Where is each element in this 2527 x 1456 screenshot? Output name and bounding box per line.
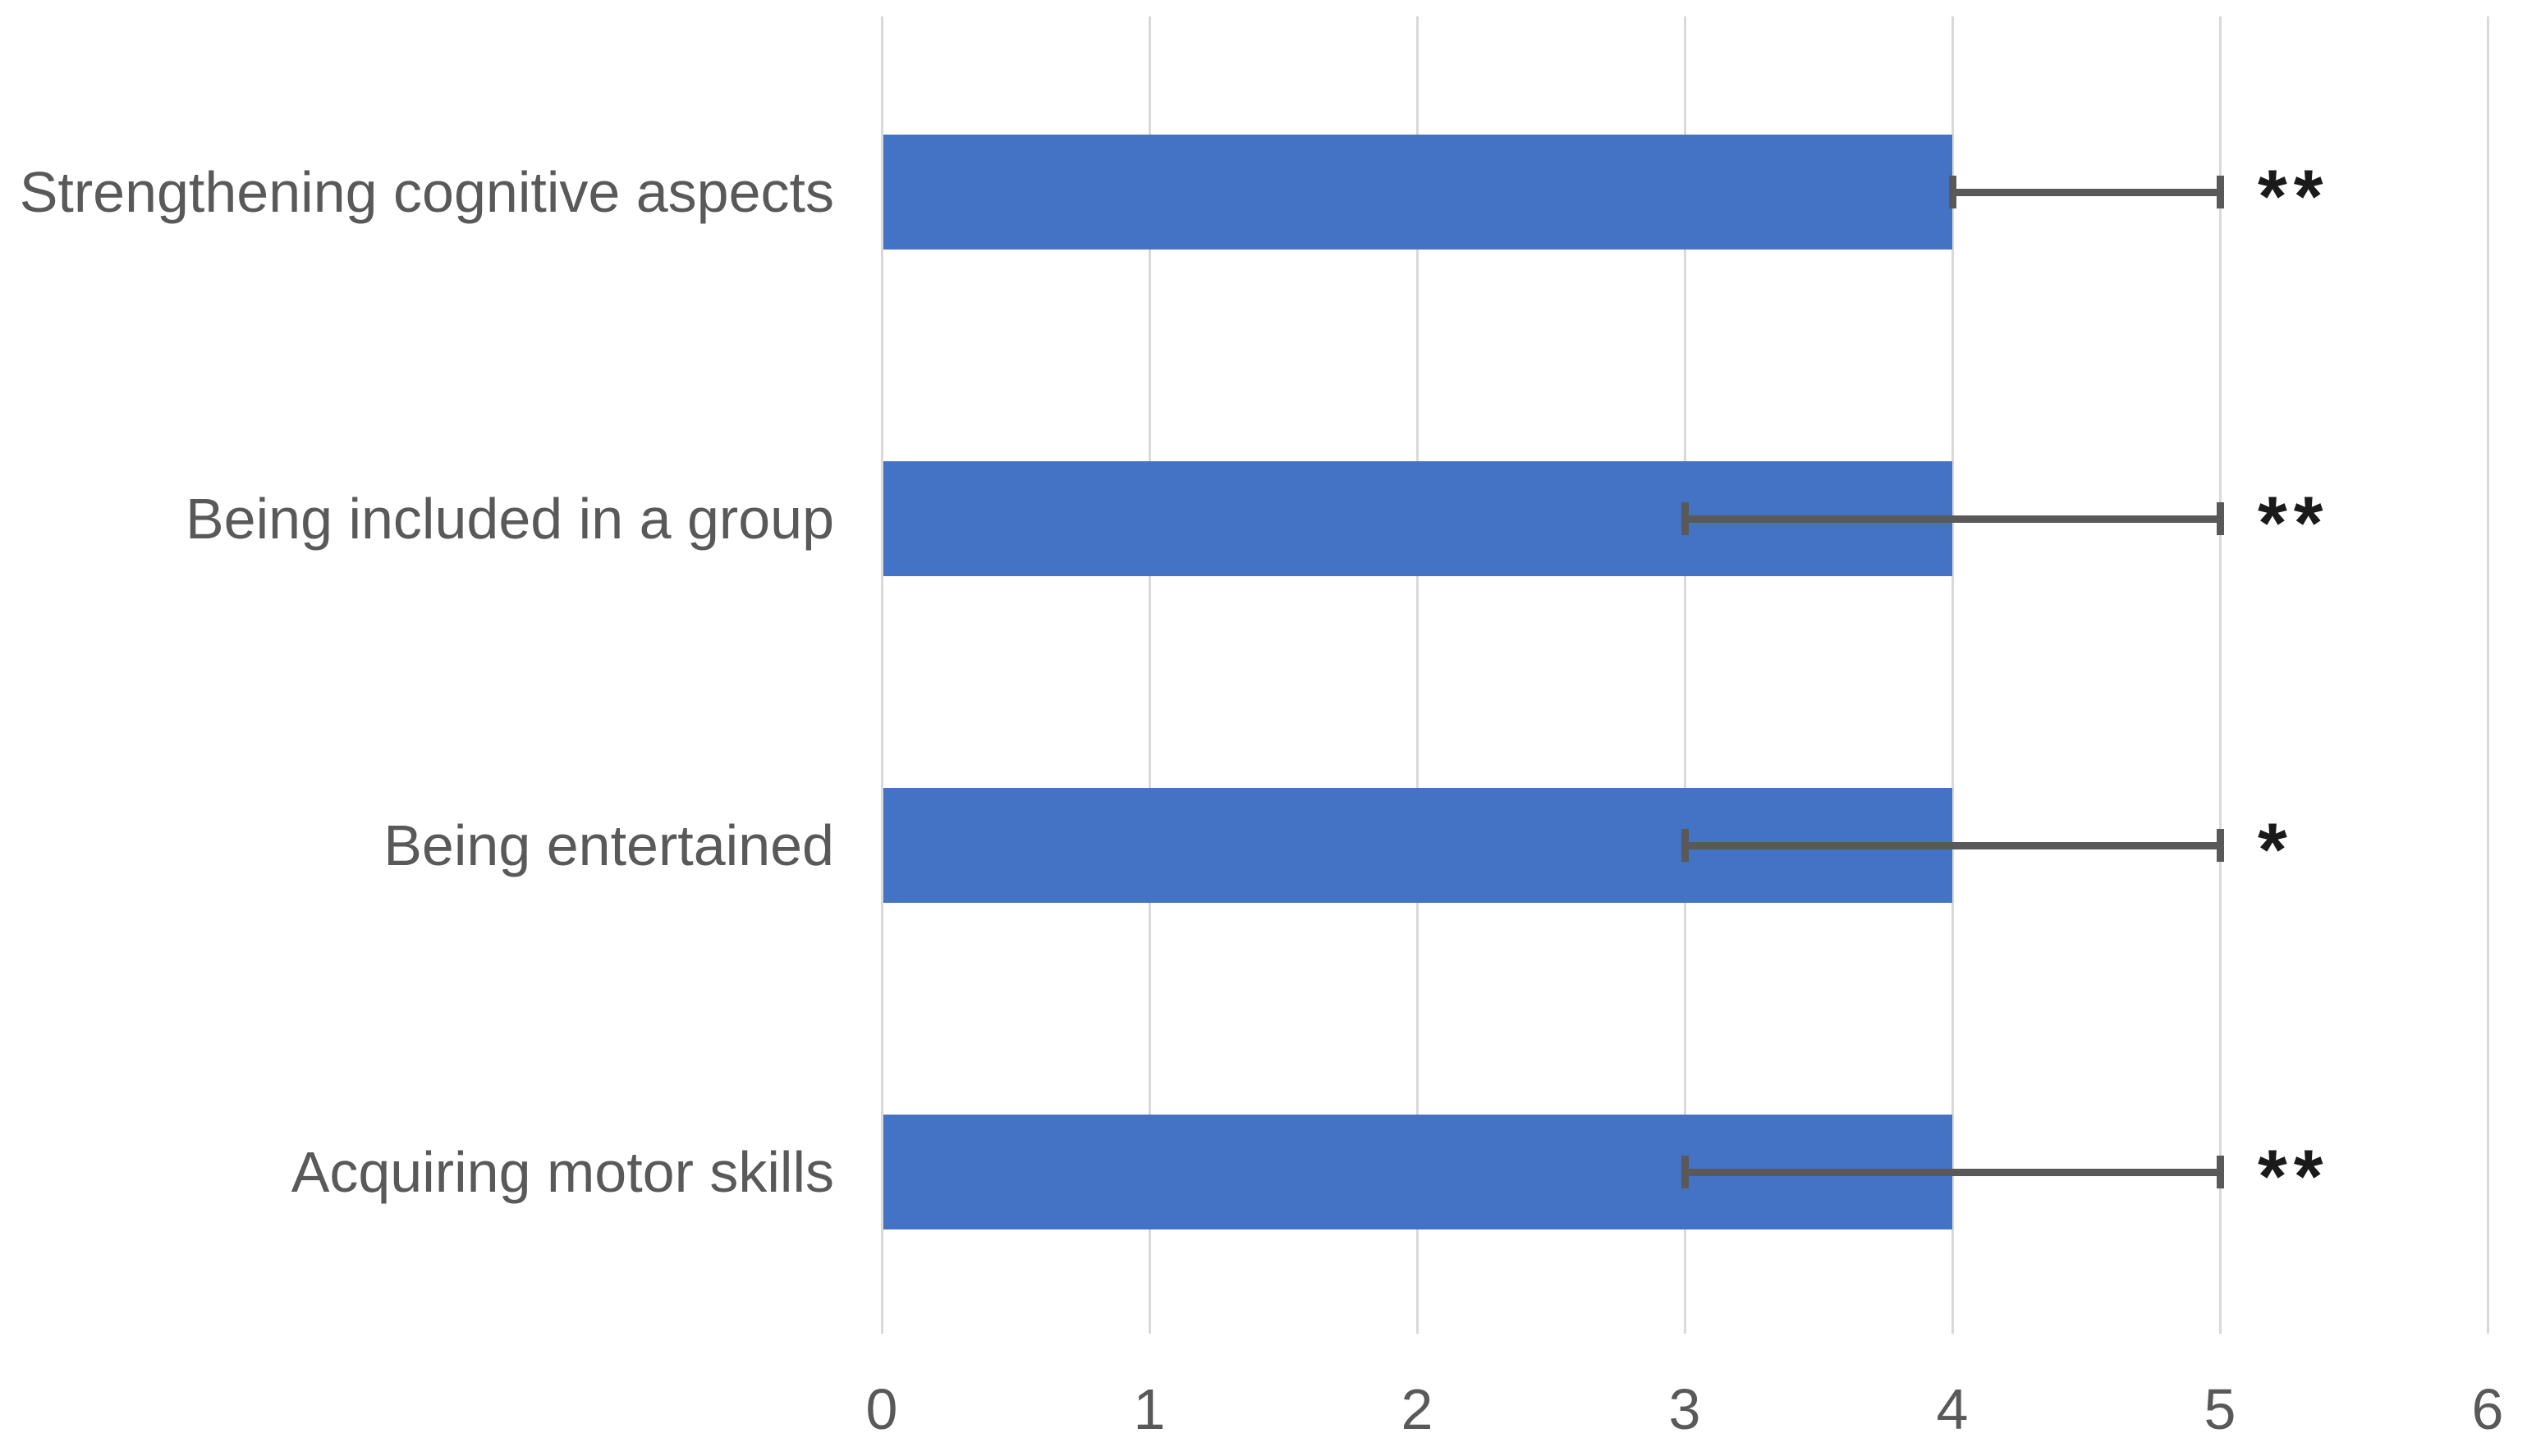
gridline-x-2 — [1416, 16, 1419, 1334]
error-bar-line — [1685, 1169, 2220, 1176]
significance-marker: ** — [2258, 1135, 2330, 1219]
x-tick-label-6: 6 — [2471, 1377, 2504, 1441]
bar — [883, 135, 1952, 250]
category-label: Being included in a group — [185, 487, 834, 551]
category-label: Being entertained — [383, 813, 834, 877]
significance-marker: ** — [2258, 482, 2330, 565]
error-bar-cap-high — [2217, 176, 2224, 208]
gridline-x-0 — [881, 16, 883, 1334]
x-tick-label-1: 1 — [1133, 1377, 1166, 1441]
gridline-x-4 — [1951, 16, 1954, 1334]
error-bar-cap-low — [1681, 1156, 1689, 1188]
significance-marker: ** — [2258, 155, 2330, 239]
error-bar-cap-high — [2217, 829, 2224, 862]
x-tick-label-0: 0 — [865, 1377, 898, 1441]
error-bar-cap-high — [2217, 1156, 2224, 1188]
category-label: Acquiring motor skills — [291, 1140, 834, 1204]
error-bar-line — [1685, 842, 2220, 849]
x-tick-label-3: 3 — [1668, 1377, 1701, 1441]
x-tick-label-4: 4 — [1936, 1377, 1969, 1441]
gridline-x-5 — [2219, 16, 2222, 1334]
significance-marker: * — [2258, 808, 2294, 892]
error-bar-cap-high — [2217, 502, 2224, 535]
error-bar-line — [1685, 515, 2220, 523]
category-label: Strengthening cognitive aspects — [19, 160, 834, 224]
gridline-x-6 — [2487, 16, 2489, 1334]
gridline-x-1 — [1149, 16, 1151, 1334]
error-bar-cap-low — [1681, 829, 1689, 862]
gridline-x-3 — [1684, 16, 1686, 1334]
x-tick-label-5: 5 — [2204, 1377, 2236, 1441]
error-bar-cap-low — [1949, 176, 1956, 208]
error-bar-cap-low — [1681, 502, 1689, 535]
error-bar-line — [1952, 189, 2220, 196]
x-tick-label-2: 2 — [1401, 1377, 1433, 1441]
